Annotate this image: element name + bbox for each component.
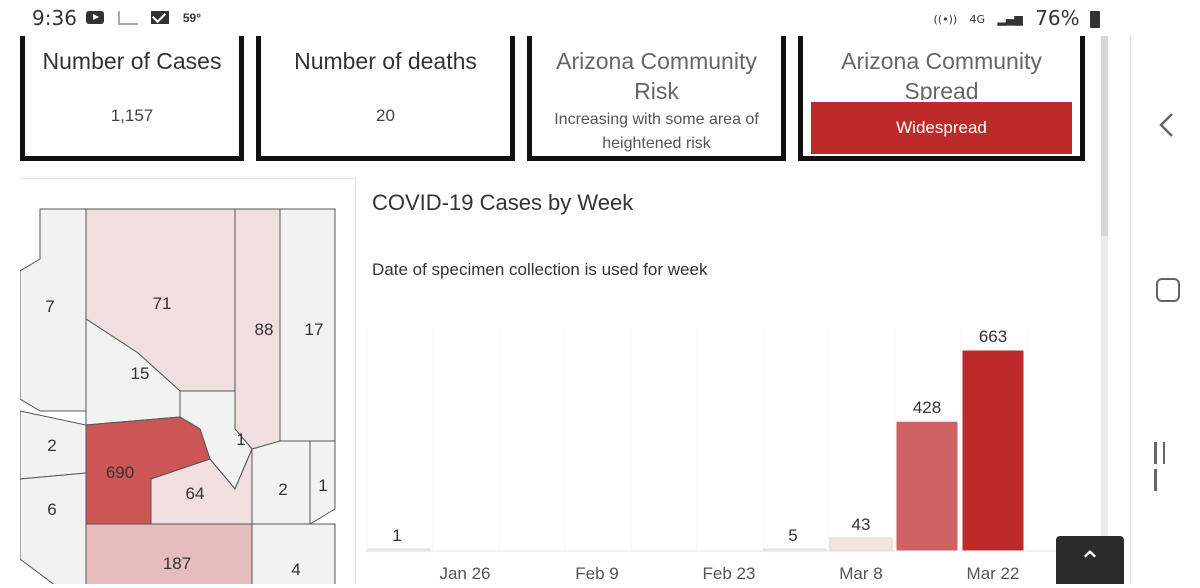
scroll-to-top-button[interactable]: ⌃: [1056, 536, 1124, 584]
data-label: 1: [392, 526, 401, 545]
county-label: 4: [291, 560, 300, 579]
signal-icon: ▂▄▆: [997, 13, 1023, 26]
network-label: 4G: [969, 13, 986, 26]
bar-mar-8[interactable]: [829, 537, 893, 552]
youtube-icon: [86, 11, 104, 25]
cases-by-week-chart: COVID-19 Cases by Week Date of specimen …: [365, 178, 1100, 584]
county-label: 187: [163, 554, 191, 573]
bar-mar-22[interactable]: [961, 349, 1025, 552]
chevron-up-icon: ⌃: [1078, 546, 1102, 577]
county-greenlee: [309, 440, 336, 525]
card-title: Number of Cases: [42, 48, 222, 74]
card-title: Arizona Community Spread: [841, 48, 1042, 100]
chart-title: COVID-19 Cases by Week: [372, 190, 634, 215]
mail-icon: [151, 11, 170, 25]
county-label: 7: [45, 297, 54, 316]
card-value: Increasing with some area of heightened …: [554, 111, 759, 152]
battery-label: 76%: [1035, 6, 1080, 30]
recent-apps-icon[interactable]: [1154, 442, 1178, 491]
x-tick-label: Mar 8: [839, 564, 882, 583]
data-label: 663: [979, 327, 1007, 346]
chart-svg: 1 5 43 428 663 Jan 26 Feb 9 Feb 23 Mar 8 Mar 22: [365, 327, 1100, 583]
x-tick-label: Feb 23: [703, 564, 756, 583]
scrollbar-track[interactable]: [1101, 36, 1108, 584]
spread-badge: Widespread: [811, 102, 1072, 154]
county-yuma: [19, 472, 87, 584]
scrollbar-thumb[interactable]: [1101, 36, 1108, 236]
county-cochise: [251, 523, 336, 584]
image-icon: [117, 10, 138, 25]
county-label: 2: [278, 480, 287, 499]
county-map[interactable]: 7 71 88 17 15 1 2 690 64 2 1 6 187 4: [19, 178, 356, 584]
county-label: 71: [153, 294, 172, 313]
county-label: 17: [305, 320, 324, 339]
dashboard-content: Number of Cases 1,157 Number of deaths 2…: [0, 36, 1108, 584]
card-value: 1,157: [110, 106, 154, 125]
battery-icon: [1090, 11, 1100, 28]
data-label: 43: [852, 515, 871, 534]
chart-subtitle: Date of specimen collection is used for …: [372, 260, 708, 279]
county-pima: [85, 523, 253, 584]
county-label: 1: [236, 430, 245, 449]
card-title: Number of deaths: [294, 48, 477, 74]
county-label: 88: [255, 320, 274, 339]
county-label: 690: [106, 463, 134, 482]
county-label: 15: [131, 364, 150, 383]
county-label: 1: [318, 476, 327, 495]
status-time: 9:36: [32, 6, 77, 30]
home-icon[interactable]: [1156, 278, 1180, 302]
county-label: 6: [47, 500, 56, 519]
card-value: 20: [376, 106, 395, 125]
county-label: 64: [186, 484, 205, 503]
status-icons-left: 59°: [86, 9, 211, 25]
back-icon[interactable]: [1158, 112, 1174, 138]
card-deaths: Number of deaths 20: [256, 36, 515, 161]
card-community-spread: Arizona Community Spread Widespread: [798, 36, 1085, 161]
x-tick-label: Feb 9: [575, 564, 618, 583]
county-label: 2: [47, 436, 56, 455]
bar-jan-19[interactable]: [367, 548, 431, 552]
x-tick-label: Mar 22: [967, 564, 1020, 583]
nav-divider: [1130, 36, 1131, 584]
bar-mar-1[interactable]: [763, 548, 827, 552]
x-tick-label: Jan 26: [439, 564, 490, 583]
temperature-label: 59°: [182, 10, 202, 25]
bar-mar-15[interactable]: [895, 420, 959, 552]
data-label: 428: [913, 398, 941, 417]
card-community-risk: Arizona Community Risk Increasing with s…: [527, 36, 786, 161]
data-label: 5: [788, 526, 797, 545]
status-icons-right: ((•)) 4G ▂▄▆ 76%: [934, 6, 1100, 30]
status-bar: 9:36 59° ((•)) 4G ▂▄▆ 76%: [0, 0, 1200, 36]
county-map-svg: 7 71 88 17 15 1 2 690 64 2 1 6 187 4: [19, 208, 336, 584]
card-title: Arizona Community Risk: [556, 48, 757, 104]
wifi-icon: ((•)): [933, 13, 958, 26]
card-cases: Number of Cases 1,157: [20, 36, 244, 161]
